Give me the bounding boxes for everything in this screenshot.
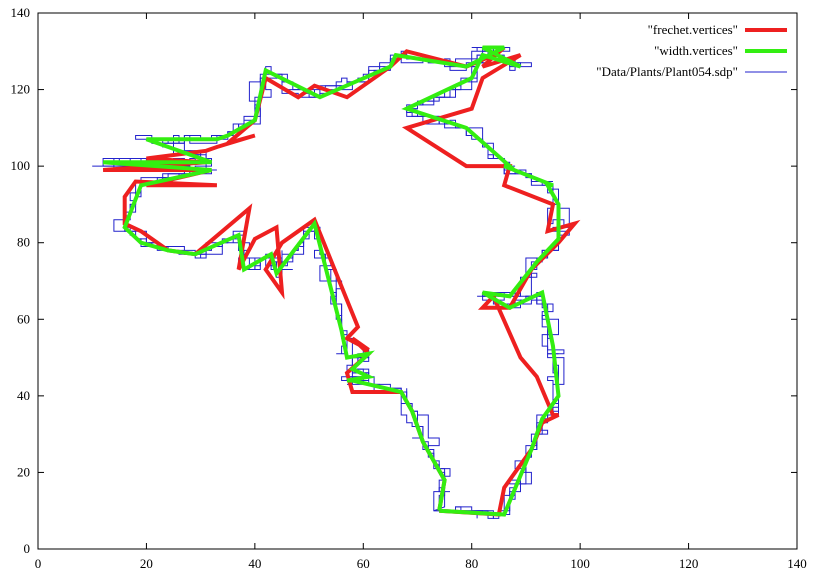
width-series-line (102, 45, 561, 517)
y-tick-label: 20 (17, 464, 30, 479)
legend-label: "width.vertices" (654, 43, 738, 58)
axis-ticks (37, 12, 798, 550)
axis-tick-labels: 0 20 40 60 80 100 120 140 0 20 40 60 80 100 120 140 (11, 5, 807, 571)
x-tick-label: 140 (787, 556, 807, 571)
plot-area (92, 45, 581, 519)
y-tick-label: 140 (11, 5, 31, 20)
y-tick-label: 120 (11, 82, 31, 97)
y-tick-label: 60 (17, 311, 30, 326)
x-tick-label: 20 (140, 556, 153, 571)
y-tick-label: 100 (11, 158, 31, 173)
x-tick-label: 100 (570, 556, 590, 571)
x-tick-label: 0 (35, 556, 42, 571)
y-tick-label: 0 (24, 541, 31, 556)
x-tick-label: 40 (248, 556, 261, 571)
y-tick-label: 80 (17, 235, 30, 250)
y-tick-label: 40 (17, 388, 30, 403)
legend-label: "Data/Plants/Plant054.sdp" (596, 64, 738, 79)
legend: "frechet.vertices" "width.vertices" "Data/… (596, 22, 787, 79)
x-tick-label: 120 (679, 556, 699, 571)
legend-label: "frechet.vertices" (648, 22, 738, 37)
x-tick-label: 80 (465, 556, 478, 571)
plot-frame (37, 12, 798, 550)
x-tick-label: 60 (357, 556, 370, 571)
